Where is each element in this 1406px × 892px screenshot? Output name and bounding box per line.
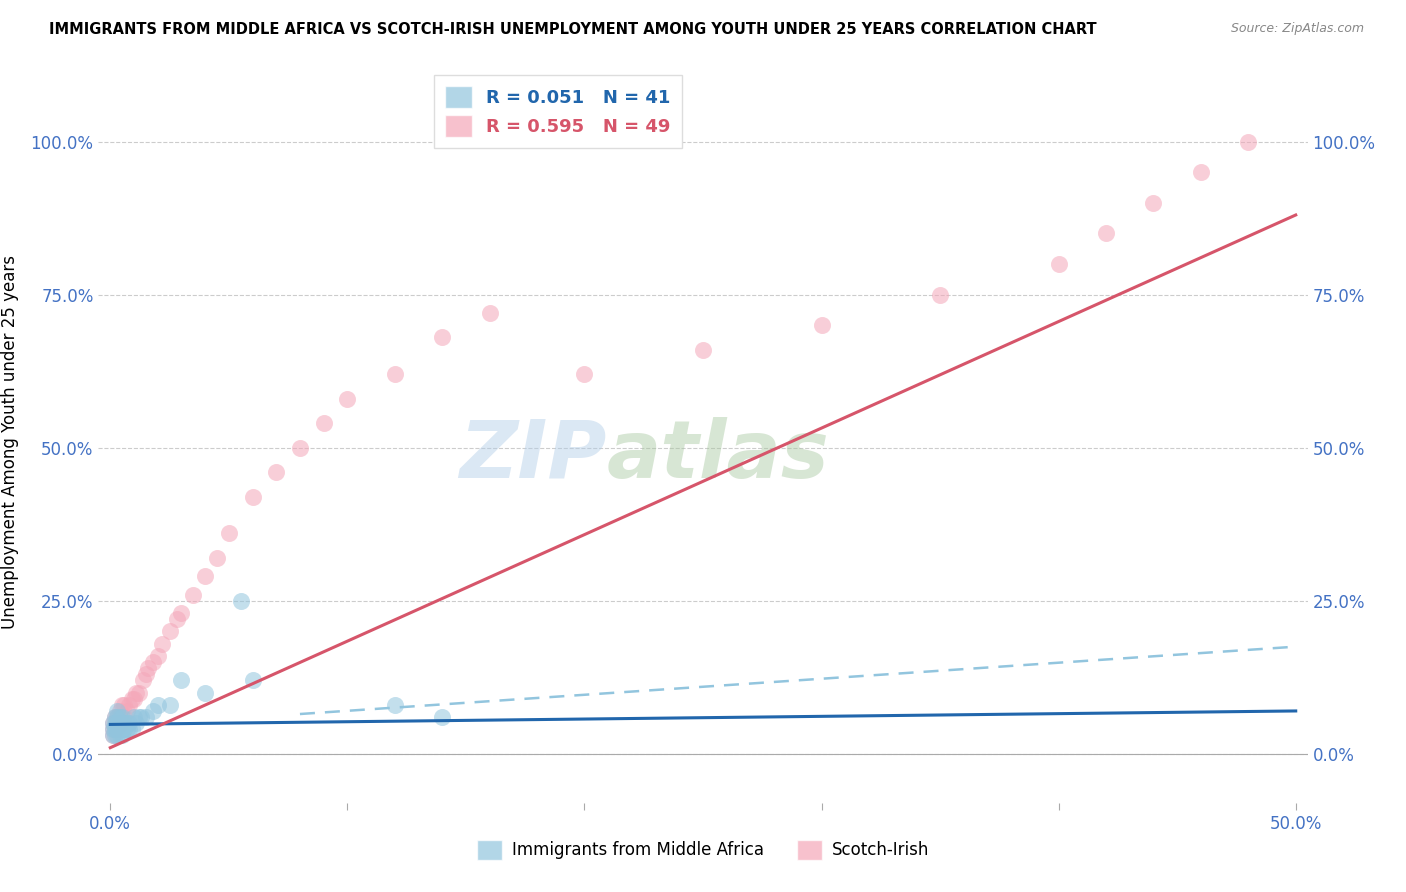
Point [108, 710, 131, 724]
Point [152, 637, 174, 651]
Point [142, 655, 165, 669]
Point [105, 723, 128, 737]
Point [170, 606, 193, 620]
Point [135, 667, 157, 681]
Point [104, 710, 127, 724]
Point [1237, 135, 1260, 149]
Point [114, 723, 136, 737]
Point [115, 704, 138, 718]
Point [205, 550, 228, 565]
Point [118, 698, 141, 712]
Point [146, 698, 169, 712]
Text: Source: ZipAtlas.com: Source: ZipAtlas.com [1230, 22, 1364, 36]
Point [105, 716, 128, 731]
Point [101, 716, 124, 731]
Point [104, 728, 127, 742]
Point [242, 673, 264, 688]
Point [136, 661, 159, 675]
Point [166, 612, 188, 626]
Point [108, 716, 131, 731]
Point [122, 710, 145, 724]
Point [105, 710, 128, 724]
Point [101, 723, 124, 737]
Point [432, 330, 454, 344]
Point [114, 710, 136, 724]
Point [432, 710, 454, 724]
Point [1142, 195, 1164, 210]
Point [101, 728, 124, 742]
Point [105, 728, 128, 742]
Point [111, 698, 134, 712]
Point [115, 723, 138, 737]
Point [194, 685, 217, 699]
Point [125, 716, 148, 731]
Point [128, 710, 150, 724]
Point [478, 306, 501, 320]
Point [142, 704, 165, 718]
Legend: Immigrants from Middle Africa, Scotch-Irish: Immigrants from Middle Africa, Scotch-Ir… [470, 833, 936, 867]
Point [929, 287, 952, 301]
Point [159, 698, 181, 712]
Text: IMMIGRANTS FROM MIDDLE AFRICA VS SCOTCH-IRISH UNEMPLOYMENT AMONG YOUTH UNDER 25 : IMMIGRANTS FROM MIDDLE AFRICA VS SCOTCH-… [49, 22, 1097, 37]
Point [288, 441, 311, 455]
Point [115, 716, 138, 731]
Point [810, 318, 832, 333]
Point [218, 526, 240, 541]
Point [132, 673, 155, 688]
Point [105, 704, 128, 718]
Point [111, 716, 134, 731]
Point [194, 569, 217, 583]
Point [122, 691, 145, 706]
Point [111, 710, 134, 724]
Point [229, 593, 252, 607]
Point [135, 710, 157, 724]
Point [264, 465, 287, 479]
Point [108, 704, 131, 718]
Text: ZIP: ZIP [458, 417, 606, 495]
Point [146, 648, 169, 663]
Point [129, 710, 152, 724]
Point [312, 416, 335, 430]
Point [574, 367, 596, 381]
Point [108, 728, 131, 742]
Point [336, 392, 359, 406]
Point [104, 723, 127, 737]
Point [384, 698, 406, 712]
Point [111, 723, 134, 737]
Point [384, 367, 406, 381]
Point [101, 723, 124, 737]
Point [104, 710, 127, 724]
Point [104, 723, 127, 737]
Point [242, 490, 264, 504]
Y-axis label: Unemployment Among Youth under 25 years: Unemployment Among Youth under 25 years [1, 254, 20, 629]
Point [1095, 227, 1118, 241]
Point [101, 728, 124, 742]
Point [692, 343, 714, 357]
Point [114, 716, 136, 731]
Point [111, 728, 134, 742]
Point [104, 716, 127, 731]
Point [128, 685, 150, 699]
Point [118, 716, 141, 731]
Point [101, 716, 124, 731]
Point [159, 624, 181, 639]
Point [105, 710, 128, 724]
Point [108, 716, 131, 731]
Point [1047, 257, 1070, 271]
Point [108, 723, 131, 737]
Point [121, 723, 143, 737]
Point [125, 685, 148, 699]
Point [1189, 165, 1212, 179]
Point [105, 723, 128, 737]
Point [118, 723, 141, 737]
Point [111, 716, 134, 731]
Point [170, 673, 193, 688]
Point [181, 588, 204, 602]
Text: atlas: atlas [606, 417, 830, 495]
Point [114, 698, 136, 712]
Point [121, 691, 143, 706]
